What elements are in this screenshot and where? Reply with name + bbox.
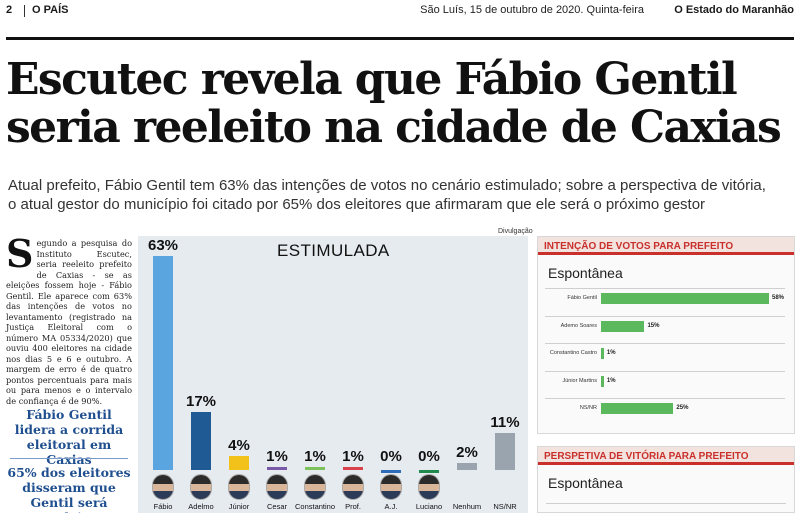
candidate-photo <box>342 474 364 500</box>
candidate-photo <box>228 474 250 500</box>
hbar-category-label: Fábio Gentil <box>567 295 597 301</box>
hbar-category-label: Constantino Castro <box>549 350 597 356</box>
bar-9 <box>495 432 515 470</box>
gridline <box>545 398 785 399</box>
gridline <box>545 370 785 372</box>
bar-6 <box>381 470 401 473</box>
hbar-value-label: 15% <box>647 322 660 329</box>
gridline <box>545 288 785 289</box>
chart-title: ESTIMULADA <box>277 241 390 260</box>
bar-value-label: 1% <box>342 447 364 465</box>
vote-intention-subtitle: Espontânea <box>548 265 623 281</box>
headline-line-1: Escutec revela que Fábio Gentil <box>6 54 738 105</box>
candidate-photo <box>304 474 326 500</box>
category-label: A.J. <box>384 502 398 511</box>
bar-0 <box>153 256 173 470</box>
bar-value-label: 0% <box>380 448 402 465</box>
bar-3 <box>267 466 287 470</box>
pull-quote-lead: Fábio Gentil lidera a corrida eleitoral … <box>14 407 124 467</box>
bar-value-label: 2% <box>456 444 478 462</box>
headline-line-2: seria reeleito na cidade de Caxias <box>6 102 782 153</box>
bar-1 <box>191 412 211 470</box>
category-label: Adelmo <box>188 502 214 511</box>
category-label: Júnior <box>228 502 250 511</box>
hbar-category-label: Júnior Martins <box>562 377 597 384</box>
drop-cap: S <box>6 231 34 276</box>
hbar-0 <box>601 293 769 304</box>
candidate-photo <box>190 474 212 500</box>
edition-date: São Luís, 15 de outubro de 2020. Quinta-… <box>420 4 644 16</box>
pull-quote-divider <box>10 458 128 459</box>
bar-value-label: 17% <box>185 393 217 411</box>
hbar-value-label: 1% <box>606 377 616 384</box>
category-label: Nenhum <box>452 502 482 511</box>
gridline <box>545 343 785 344</box>
hbar-value-label: 58% <box>772 295 785 301</box>
bar-2 <box>229 456 249 470</box>
bar-value-label: 63% <box>147 237 179 254</box>
stimulated-chart-area <box>138 236 528 513</box>
vote-intention-panel: INTENÇÃO DE VOTOS PARA PREFEITO Espontân… <box>537 236 795 434</box>
category-label: Luciano <box>415 502 443 511</box>
article-text: egundo a pesquisa do Instituto Escutec, … <box>6 238 132 406</box>
hbar-value-label: 1% <box>606 350 616 356</box>
category-label: Fábio <box>153 502 173 511</box>
deck: Atual prefeito, Fábio Gentil tem 63% das… <box>8 176 798 214</box>
bar-7 <box>419 470 439 473</box>
category-label: Cesar <box>266 502 287 511</box>
gridline <box>546 503 786 504</box>
category-label: Prof. <box>345 502 361 511</box>
bar-value-label: 1% <box>266 447 288 465</box>
hbar-1 <box>601 320 645 332</box>
category-label: NS/NR <box>493 502 517 511</box>
category-label: Constantino <box>295 502 336 511</box>
vote-intention-title: INTENÇÃO DE VOTOS PARA PREFEITO <box>538 237 794 255</box>
victory-perspective-panel: PERSPETIVA DE VITÓRIA PARA PREFEITO Espo… <box>537 446 795 513</box>
header-rule <box>6 37 794 40</box>
gridline <box>545 315 785 317</box>
headline: Escutec revela que Fábio Gentil seria re… <box>6 56 796 152</box>
bar-value-label: 1% <box>304 447 326 465</box>
section-name: O PAÍS <box>32 4 69 16</box>
bar-value-label: 11% <box>490 413 520 431</box>
page-header: 2 O PAÍS São Luís, 15 de outubro de 2020… <box>6 4 794 20</box>
bar-5 <box>343 466 363 470</box>
header-divider <box>24 5 25 17</box>
victory-perspective-subtitle: Espontânea <box>548 475 623 491</box>
hbar-value-label: 25% <box>676 405 689 411</box>
candidate-photo <box>418 474 440 500</box>
hbar-3 <box>601 375 604 387</box>
bar-value-label: 0% <box>418 448 440 465</box>
hbar-4 <box>601 403 674 414</box>
page-number: 2 <box>6 4 13 16</box>
hbar-2 <box>601 348 604 359</box>
newspaper-name: O Estado do Maranhão <box>674 4 794 16</box>
candidate-photo <box>152 474 174 500</box>
bar-8 <box>457 463 477 470</box>
pull-quote-reelection: 65% dos eleitores disseram que Gentil se… <box>7 465 131 513</box>
victory-perspective-title: PERSPETIVA DE VITÓRIA PARA PREFEITO <box>538 447 794 465</box>
bar-4 <box>305 466 325 470</box>
candidate-photo <box>380 474 402 500</box>
candidate-photo <box>266 474 288 500</box>
bar-value-label: 4% <box>228 437 250 455</box>
photo-credit: Divulgação <box>498 228 533 235</box>
hbar-category-label: Ademo Soares <box>560 322 597 329</box>
hbar-category-label: NS/NR <box>579 405 597 411</box>
deck-line-2: o atual gestor do município foi citado p… <box>8 196 706 213</box>
deck-line-1: Atual prefeito, Fábio Gentil tem 63% das… <box>8 177 766 194</box>
